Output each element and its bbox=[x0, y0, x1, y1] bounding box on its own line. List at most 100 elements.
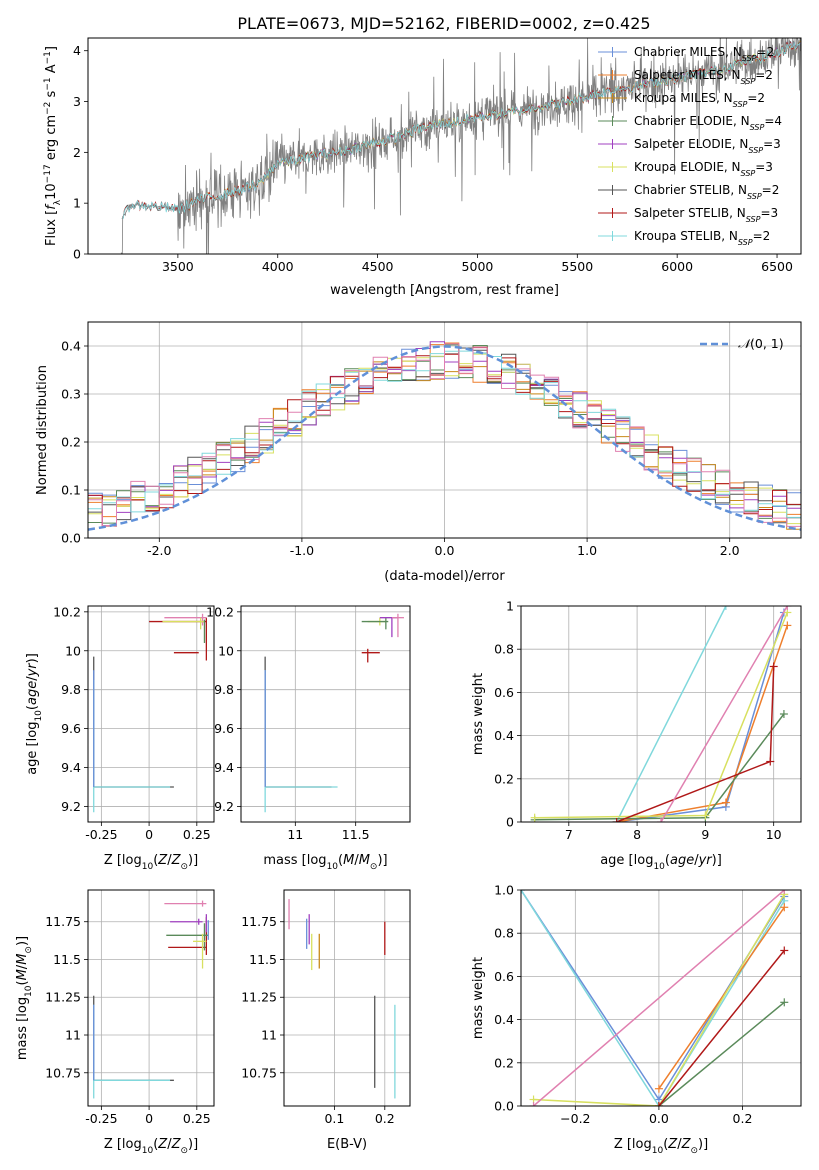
y-tick-label: 9.2 bbox=[214, 799, 234, 814]
normal-curve bbox=[88, 345, 801, 531]
y-tick-label: 0.2 bbox=[494, 1055, 514, 1070]
panel-age-vs-Z: -0.25 0 0.25 9.2 9.4 9.6 9.8 10 10.2 Z [log10(Z/Z… bbox=[25, 604, 215, 872]
plot-area bbox=[93, 613, 208, 813]
y-tick-label: 0.2 bbox=[494, 771, 514, 786]
y-tick-label: 0.2 bbox=[61, 435, 81, 450]
grid bbox=[88, 890, 214, 1106]
x-tick-label: 4000 bbox=[262, 259, 294, 274]
axes-frame bbox=[283, 889, 411, 1107]
plot-area bbox=[264, 613, 404, 813]
y-tick-label: 0 bbox=[506, 815, 514, 830]
weight-line bbox=[615, 606, 727, 822]
y-tick-label: 9.6 bbox=[61, 721, 81, 736]
legend-label: Salpeter STELIB, NSSP=3 bbox=[634, 206, 778, 224]
y-tick-label: 11 bbox=[261, 1028, 277, 1043]
grid bbox=[241, 606, 410, 822]
y-tick-label: 9.2 bbox=[61, 799, 81, 814]
grid bbox=[521, 605, 801, 823]
y-axis-label: Normed distribution bbox=[35, 365, 50, 495]
x-tick-label: 0 bbox=[145, 827, 153, 842]
x-tick-label: 0.2 bbox=[375, 1111, 395, 1126]
y-tick-label: 0.6 bbox=[494, 969, 514, 984]
panel-weight-vs-Z: −0.2 0.0 0.2 0.0 0.2 0.4 0.6 0.8 1.0 Z [log10(Z/Z… bbox=[471, 883, 802, 1156]
legend-label: Chabrier MILES, NSSP=2 bbox=[634, 45, 774, 63]
weight-line bbox=[616, 612, 785, 822]
y-tick-label: 1 bbox=[506, 599, 514, 614]
panel-mass-vs-ebv: 0.1 0.2 10.75 11 11.25 11.5 11.75 bbox=[241, 889, 411, 1126]
x-tick-label: 4500 bbox=[362, 259, 394, 274]
plot-area bbox=[530, 606, 792, 822]
weight-line bbox=[534, 713, 785, 821]
axes-frame bbox=[240, 605, 411, 823]
y-tick-label: 11.5 bbox=[249, 952, 277, 967]
legend-label: Kroupa MILES, NSSP=2 bbox=[634, 91, 765, 109]
y-tick-label: 10 bbox=[218, 643, 234, 658]
y-tick-label: 3 bbox=[73, 94, 81, 109]
x-tick-label: -0.25 bbox=[85, 827, 117, 842]
y-tick-label: 0 bbox=[73, 247, 81, 262]
axes-frame bbox=[87, 37, 802, 255]
plot-area bbox=[93, 900, 209, 1099]
weight-line bbox=[658, 950, 785, 1106]
x-axis-label: age [log10(age/yr)] bbox=[600, 853, 722, 872]
x-tick-label: 0.25 bbox=[183, 1111, 211, 1126]
figure-title: PLATE=0673, MJD=52162, FIBERID=0002, z=0… bbox=[237, 14, 650, 33]
x-tick-label: -2.0 bbox=[147, 543, 171, 558]
weight-line bbox=[533, 890, 785, 1106]
model-kroupa-stelib bbox=[121, 41, 801, 219]
y-tick-label: 10.75 bbox=[241, 1065, 277, 1080]
x-tick-label: 0.25 bbox=[183, 827, 211, 842]
x-tick-label: -1.0 bbox=[290, 543, 314, 558]
weight-line bbox=[521, 890, 785, 1106]
weight-line bbox=[534, 612, 788, 819]
weight-line bbox=[658, 1001, 785, 1106]
plot-area bbox=[88, 341, 801, 531]
y-tick-label: 0.4 bbox=[61, 339, 81, 354]
weight-line bbox=[533, 893, 785, 1106]
legend-label: Kroupa ELODIE, NSSP=3 bbox=[634, 160, 773, 178]
legend-label: Salpeter ELODIE, NSSP=3 bbox=[634, 137, 781, 155]
y-tick-label: 9.4 bbox=[214, 760, 234, 775]
x-axis-label: Z [log10(Z/Z⊙)] bbox=[104, 853, 198, 872]
y-tick-label: 1 bbox=[73, 196, 81, 211]
y-tick-label: 0.4 bbox=[494, 728, 514, 743]
x-tick-label: 0.0 bbox=[649, 1111, 669, 1126]
x-tick-label: 7 bbox=[565, 827, 573, 842]
x-tick-label: 11.5 bbox=[342, 827, 370, 842]
y-axis-label: mass [log10(M/M⊙)] bbox=[15, 936, 34, 1060]
y-tick-label: 11.75 bbox=[45, 914, 81, 929]
legend-label: 𝒩(0, 1) bbox=[738, 336, 784, 351]
y-tick-label: 9.8 bbox=[214, 682, 234, 697]
legend: 𝒩(0, 1) bbox=[700, 336, 784, 351]
x-tick-label: 6000 bbox=[661, 259, 693, 274]
x-axis-label: Z [log10(Z/Z⊙)] bbox=[104, 1137, 198, 1156]
x-tick-label: 5000 bbox=[462, 259, 494, 274]
plot-area bbox=[521, 890, 789, 1106]
axes-frame bbox=[520, 605, 802, 823]
y-tick-label: 0.0 bbox=[61, 531, 81, 546]
y-tick-label: 0.3 bbox=[61, 387, 81, 402]
panel-spectrum: 3500 4000 4500 5000 5500 6000 6500 0 1 2 3 4 Chabrie… bbox=[43, 37, 802, 298]
x-tick-label: 0.1 bbox=[324, 1111, 344, 1126]
x-tick-label: 3500 bbox=[162, 259, 194, 274]
y-tick-label: 0.1 bbox=[61, 483, 81, 498]
x-tick-label: 8 bbox=[633, 827, 641, 842]
panel-age-vs-mass: 11 11.5 9.2 9.4 9.6 9.8 10 10.2 mass [log10(M/M⊙… bbox=[206, 604, 411, 872]
x-tick-label: 1.0 bbox=[577, 543, 597, 558]
y-axis-label: mass weight bbox=[471, 673, 486, 755]
y-tick-label: 10.2 bbox=[206, 604, 234, 619]
x-axis-label: Z [log10(Z/Z⊙)] bbox=[614, 1137, 708, 1156]
legend-label: Chabrier ELODIE, NSSP=4 bbox=[634, 114, 782, 132]
y-tick-label: 0.8 bbox=[494, 926, 514, 941]
y-tick-label: 11.25 bbox=[241, 990, 277, 1005]
x-tick-label: −0.2 bbox=[560, 1111, 590, 1126]
grid bbox=[88, 606, 214, 822]
grid bbox=[284, 890, 410, 1106]
y-tick-label: 9.8 bbox=[61, 682, 81, 697]
plot-area bbox=[120, 38, 801, 254]
x-tick-label: 5500 bbox=[561, 259, 593, 274]
x-tick-label: 0 bbox=[145, 1111, 153, 1126]
x-tick-label: 0.2 bbox=[733, 1111, 753, 1126]
y-tick-label: 9.4 bbox=[61, 760, 81, 775]
x-tick-label: 6500 bbox=[761, 259, 793, 274]
